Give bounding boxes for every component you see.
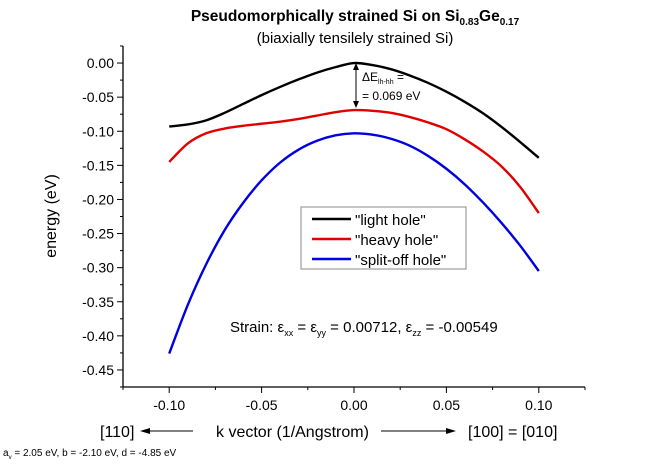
arrow-head-up [353, 63, 359, 70]
x-tick-label: -0.10 [153, 397, 185, 413]
legend-label: "split-off hole" [355, 252, 446, 269]
y-tick-label: -0.10 [82, 123, 114, 139]
legend: "light hole" "heavy hole" "split-off hole" [300, 206, 467, 270]
y-tick-label: -0.05 [82, 89, 114, 105]
x-axis-label: k vector (1/Angstrom) [216, 424, 369, 441]
legend-label: "light hole" [355, 212, 426, 229]
y-tick-label: -0.20 [82, 191, 114, 207]
x-label-right-direction: [100] = [010] [468, 424, 557, 441]
heavy-hole-curve [168, 108, 540, 214]
deformation-parameters: av = 2.05 eV, b = -2.10 eV, d = -4.85 eV [3, 448, 177, 461]
curves [168, 61, 540, 355]
right-arrow [381, 428, 456, 434]
y-tick-label: -0.15 [82, 157, 114, 173]
chart-title: Pseudomorphically strained Si on Si0.83G… [191, 8, 520, 28]
chart-subtitle: (biaxially tensilely strained Si) [257, 30, 454, 47]
gap-label: ΔElh-hh = [362, 70, 404, 86]
svg-text:energy (eV): energy (eV) [43, 174, 60, 258]
gap-value: = 0.069 eV [362, 89, 420, 103]
y-tick-label: -0.40 [82, 328, 114, 344]
y-tick-label: -0.25 [82, 226, 114, 242]
left-arrow [140, 428, 193, 434]
legend-label: "heavy hole" [355, 232, 438, 249]
axes: 0.00 -0.05 -0.10 -0.15 -0.20 -0.25 -0.30 -0.35 -… [82, 45, 586, 413]
energy-gap-annotation: ΔElh-hh = = 0.069 eV [353, 63, 420, 108]
strain-label: Strain: εxx = εyy = 0.00712, εzz = -0.00… [230, 319, 498, 338]
x-tick-label: -0.05 [246, 397, 278, 413]
y-tick-label: -0.45 [82, 362, 114, 378]
x-tick-label: 0.10 [525, 397, 552, 413]
arrow-head-down [353, 101, 359, 108]
x-tick-label: 0.05 [433, 397, 460, 413]
x-label-left-direction: [110] [100, 424, 134, 441]
y-tick-label: -0.35 [82, 294, 114, 310]
y-tick-label: 0.00 [87, 55, 114, 71]
light-hole-curve [169, 61, 540, 159]
split-off-hole-curve [168, 132, 540, 355]
y-tick-label: -0.30 [82, 260, 114, 276]
y-axis-label: energy (eV) [43, 174, 60, 258]
x-tick-label: 0.00 [340, 397, 367, 413]
